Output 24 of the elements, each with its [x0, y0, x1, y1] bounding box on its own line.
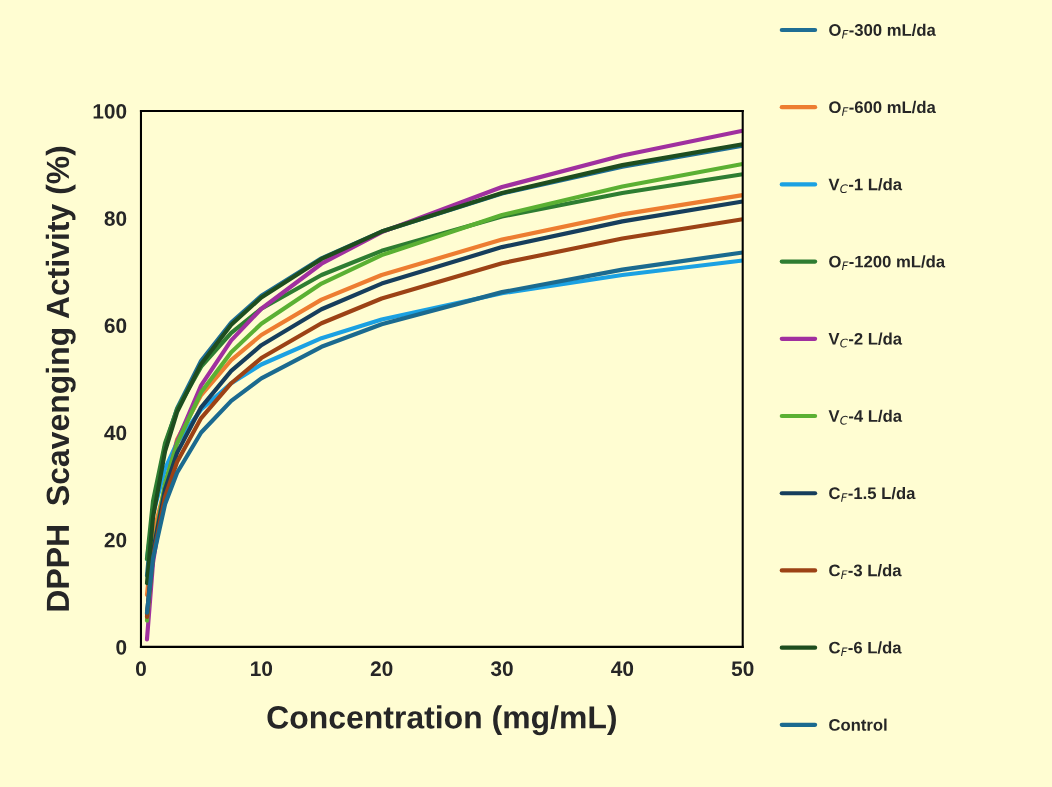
x-tick-label: 0 [136, 661, 146, 677]
y-tick-label: 60 [104, 318, 127, 334]
x-axis-title: Concentration (mg/mL) [267, 705, 616, 736]
x-tick-label: 30 [490, 661, 513, 677]
x-tick-label: 40 [611, 661, 634, 677]
x-tick-label: 20 [370, 661, 393, 677]
legend-label: V$_{C}$-1 L/da [828, 178, 903, 194]
legend-label: V$_{C}$-2 L/da [828, 332, 903, 348]
legend-label: V$_{C}$-4 L/da [828, 409, 903, 425]
legend-label: Control [829, 718, 887, 731]
y-tick-label: 0 [116, 639, 127, 655]
y-tick-label: 80 [104, 211, 127, 226]
legend-label: C$_{F}$-6 L/da [829, 641, 902, 657]
x-tick-label: 10 [251, 661, 273, 677]
y-tick-label: 100 [93, 103, 127, 119]
legend-label: C$_{F}$-3 L/da [829, 564, 902, 579]
x-tick-label: 50 [731, 661, 754, 677]
y-tick-label: 40 [104, 425, 127, 441]
y-tick-label: 20 [104, 532, 127, 548]
legend-label: O$_{F}$-600 mL/da [829, 100, 936, 116]
legend-label: C$_{F}$-1.5 L/da [829, 486, 916, 502]
legend-label: O$_{F}$-300 mL/da [829, 23, 936, 39]
legend-label: O$_{F}$-1200 mL/da [829, 255, 946, 271]
y-axis-title: DPPH Scavenging Activity (%) [45, 146, 76, 611]
